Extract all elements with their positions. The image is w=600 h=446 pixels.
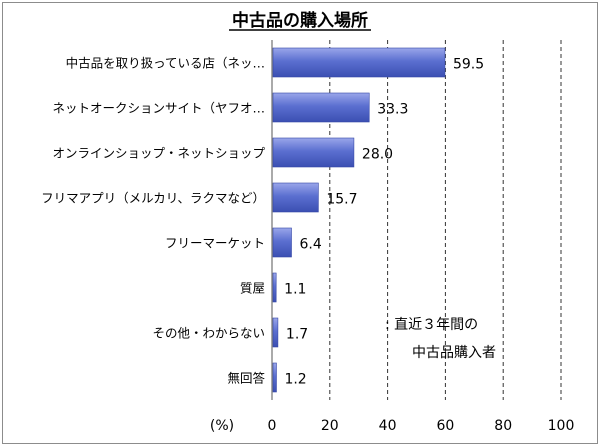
value-label: 1.7	[286, 327, 308, 343]
value-label: 59.5	[453, 57, 484, 73]
bar	[272, 317, 279, 348]
category-label: 中古品を取り扱っている店（ネッ…	[66, 56, 265, 71]
bar	[272, 227, 292, 258]
x-tick-label: 40	[379, 418, 397, 434]
category-label: ネットオークションサイト（ヤフオ…	[52, 101, 265, 116]
x-tick-label: 100	[548, 418, 575, 434]
x-tick-label: 20	[321, 418, 339, 434]
category-label: 無回答	[227, 371, 265, 386]
bar	[272, 137, 355, 168]
bar	[272, 47, 446, 78]
category-label: 質屋	[240, 281, 265, 296]
value-label: 1.2	[284, 372, 306, 388]
axis-layer: 0 20 40 60 80 100	[268, 40, 575, 434]
bar	[272, 272, 277, 303]
category-label: その他・わからない	[152, 326, 265, 341]
x-tick-label: 60	[436, 418, 454, 434]
value-label: 15.7	[326, 192, 357, 208]
bar-layer	[272, 47, 446, 393]
x-unit-label: (%)	[210, 418, 234, 434]
value-label: 1.1	[284, 282, 306, 298]
value-label: 33.3	[377, 102, 408, 118]
x-tick-label: 80	[494, 418, 512, 434]
chart-title: 中古品の購入場所	[232, 10, 368, 31]
category-label: フリマアプリ（メルカリ、ラクマなど）	[41, 191, 265, 206]
bar	[272, 182, 319, 213]
note-line-1: : 直近３年間の	[385, 316, 478, 333]
value-label: 6.4	[299, 237, 321, 253]
x-tick-label: 0	[268, 418, 277, 434]
category-label: オンラインショップ・ネットショップ	[52, 146, 265, 161]
bar	[272, 362, 277, 393]
bar	[272, 92, 370, 123]
note-line-2: 中古品購入者	[412, 345, 496, 361]
label-layer: 中古品を取り扱っている店（ネッ… 59.5 ネットオークションサイト（ヤフオ… 33.…	[41, 56, 484, 388]
value-label: 28.0	[362, 147, 393, 163]
category-label: フリーマーケット	[165, 236, 265, 251]
